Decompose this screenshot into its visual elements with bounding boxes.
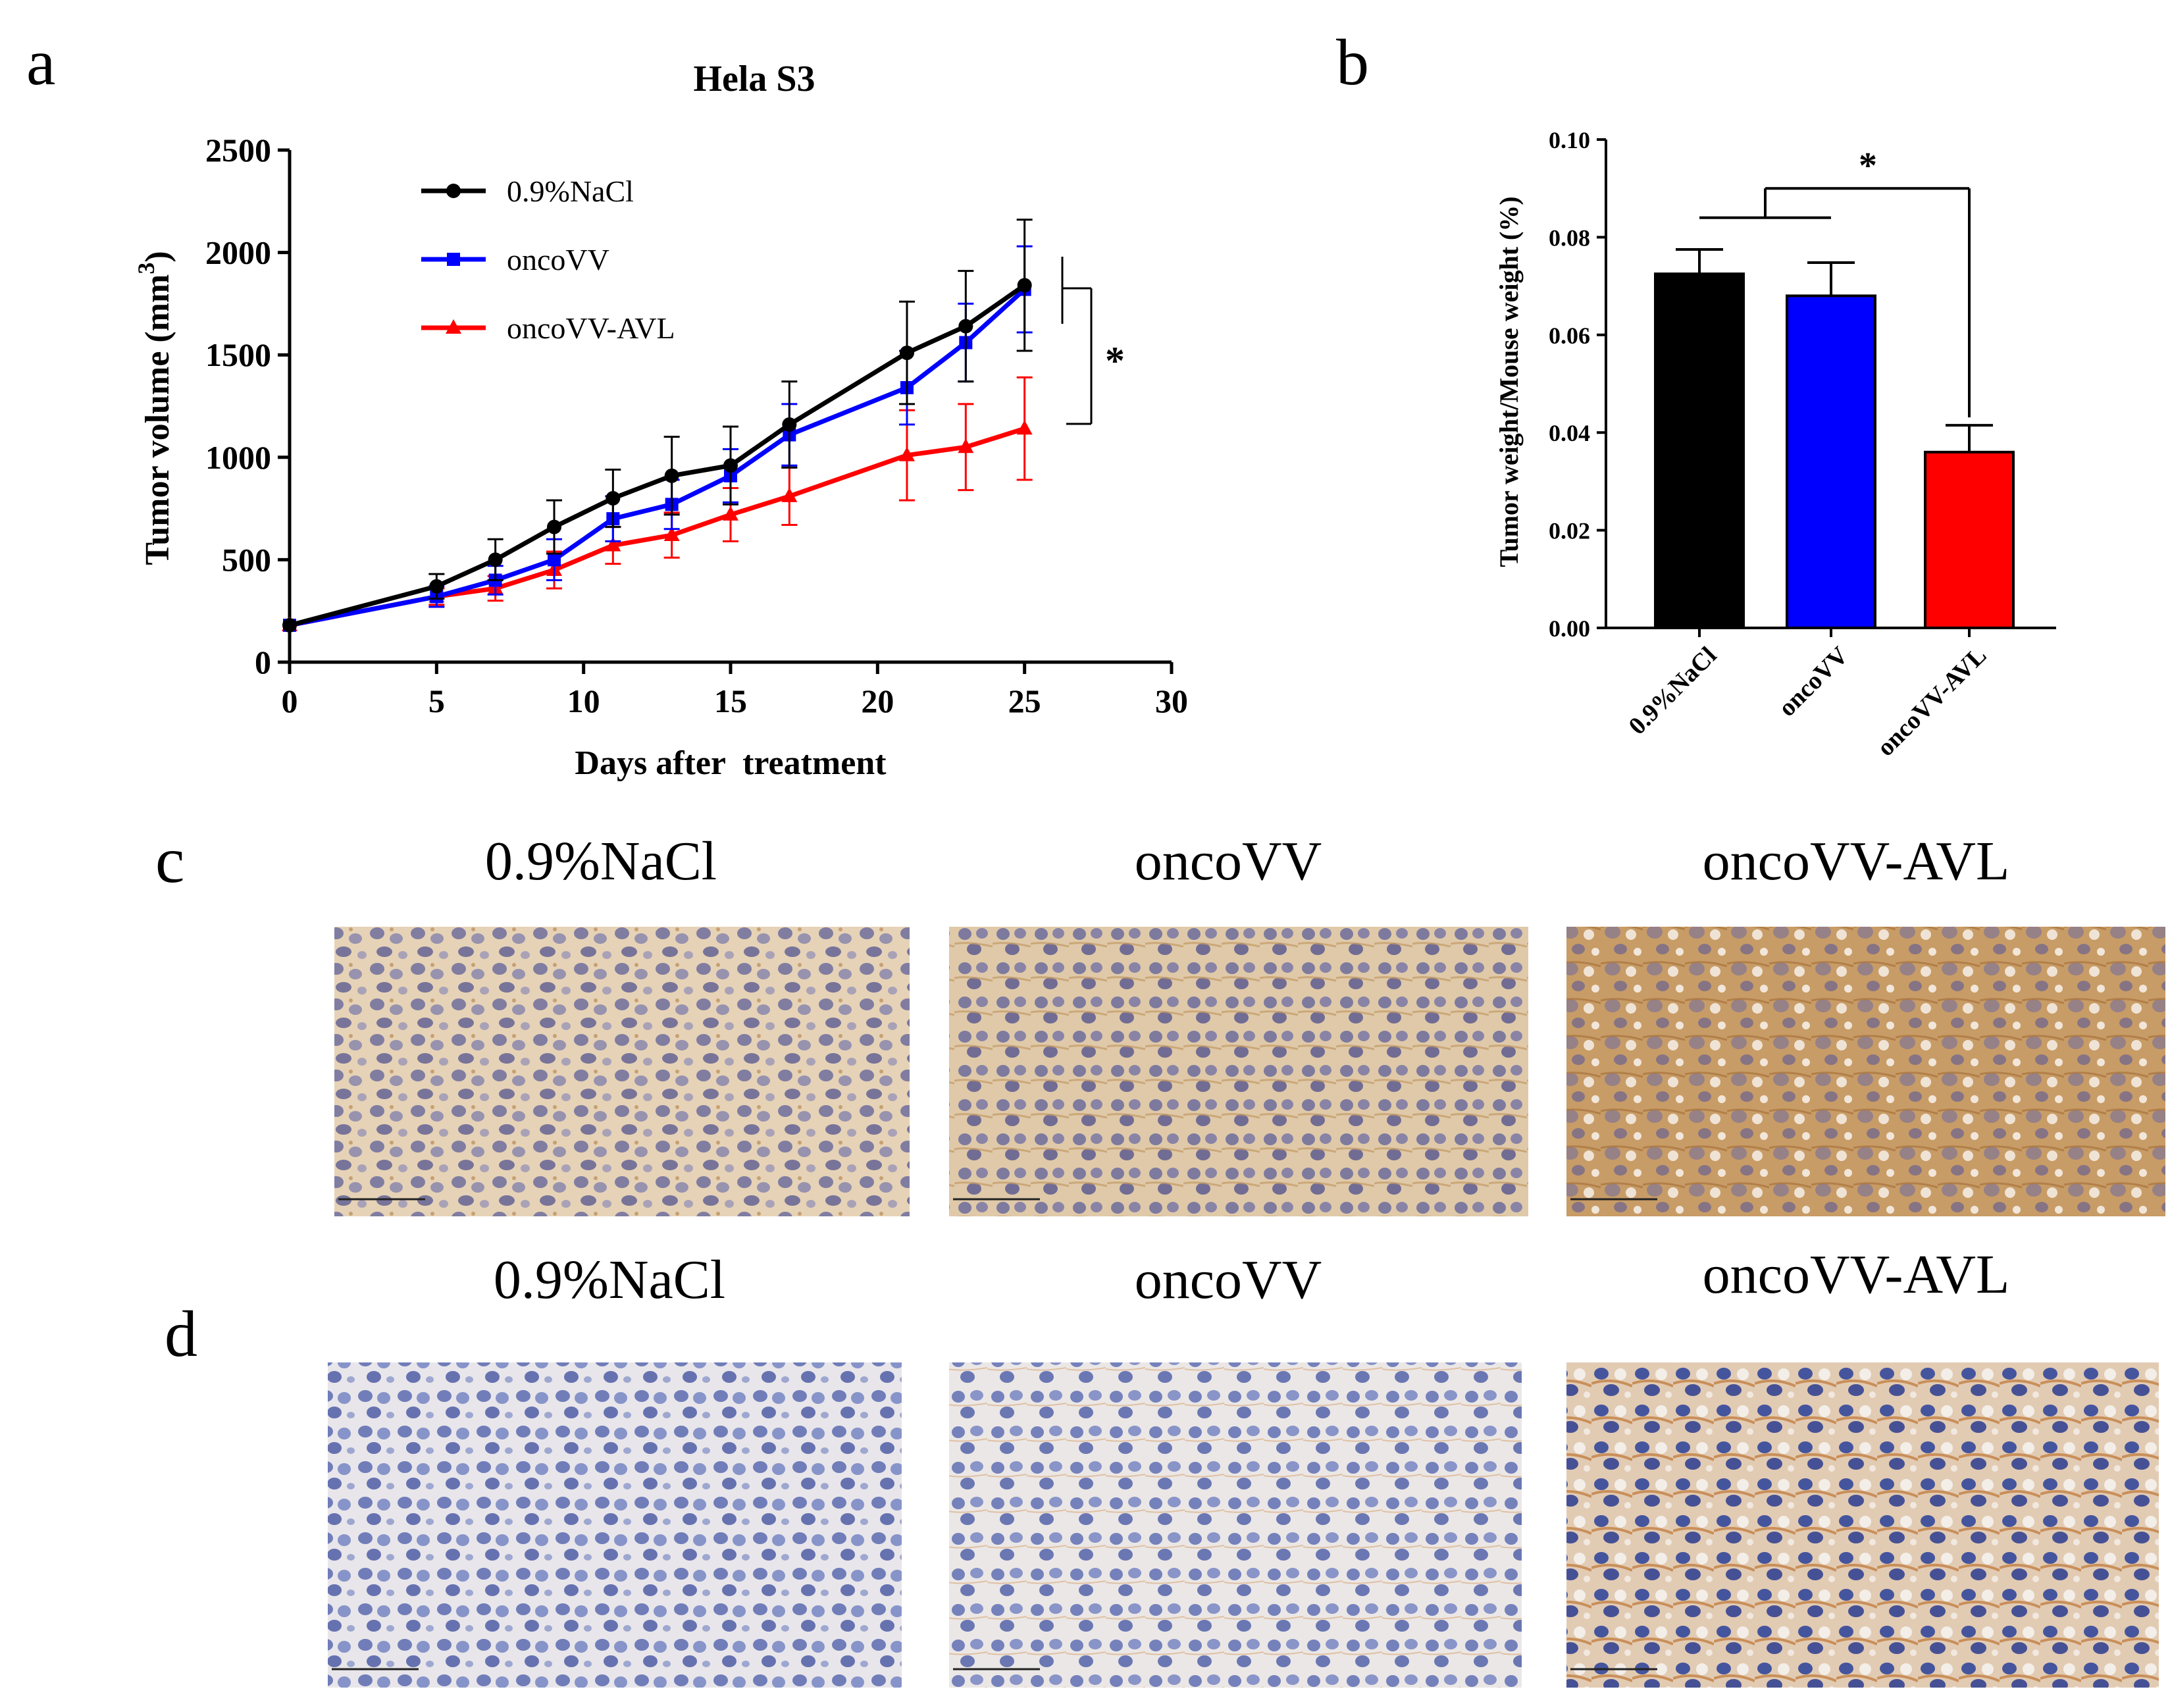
data-point (899, 446, 915, 461)
series-0-9-nacl (282, 219, 1033, 633)
chart-b-significance-bracket: * (1699, 145, 1971, 418)
panel-letter-a: a (26, 26, 55, 99)
chart-a-x-tick-label: 20 (861, 683, 894, 719)
tumor-weight-bar-chart: Tumor weight/Mouse weight (%) 0.00 0.02 0.… (1494, 127, 2056, 762)
data-point (1017, 278, 1032, 293)
data-point (282, 617, 297, 633)
data-point (664, 468, 679, 483)
legend-swatch-marker (447, 253, 460, 266)
micrograph-d-oncovv (949, 1362, 1522, 1688)
bar-oncovv-avl (1924, 450, 2015, 629)
chart-a-y-tick-label: 2000 (205, 234, 271, 271)
legend-swatch-marker (446, 319, 461, 334)
data-point (663, 527, 680, 542)
panel-letter-b: b (1336, 26, 1369, 99)
chart-a-y-tick-label: 1500 (205, 336, 271, 373)
chart-a-ylabel-close: ) (139, 251, 176, 262)
chart-a-title: Hela S3 (693, 59, 815, 99)
chart-a-y-tick-label: 0 (255, 644, 271, 681)
micrograph-c-title-3: oncoVV-AVL (1703, 831, 2010, 892)
chart-a-x-tick-label: 25 (1008, 683, 1041, 719)
chart-a-xlabel: Days after treatment (575, 744, 887, 782)
chart-a-y-tick-label: 500 (222, 541, 271, 578)
data-point (547, 519, 561, 534)
chart-a-y-tick-label: 1000 (205, 439, 271, 476)
bar-0-9-nacl (1654, 272, 1745, 629)
micrograph-c-title-1: 0.9%NaCl (485, 831, 717, 892)
legend-label: oncoVV (507, 243, 609, 276)
micrograph-c-nacl (334, 927, 910, 1216)
chart-b-y-tick-label: 0.08 (1549, 224, 1590, 251)
chart-a-ylabel: Tumor volume (mm3) (133, 251, 176, 565)
chart-b-x-tick-label: oncoVV (1773, 641, 1854, 722)
data-point (723, 458, 738, 473)
chart-a-x-tick-label: 30 (1155, 683, 1188, 719)
chart-a-legend: 0.9%NaCl oncoVV oncoVV-AVL (421, 174, 675, 345)
data-point (958, 438, 974, 453)
micrograph-d-title-2: oncoVV (1135, 1249, 1322, 1310)
legend-label: 0.9%NaCl (507, 174, 634, 208)
micrograph-d-title-3: oncoVV-AVL (1703, 1244, 2010, 1305)
data-point (548, 553, 561, 567)
micrograph-c-oncovv-avl (1566, 927, 2165, 1216)
data-point (782, 417, 797, 432)
micrograph-d-oncovv-avl (1566, 1362, 2159, 1688)
chart-b-y-tick-label: 0.00 (1549, 615, 1590, 642)
micrograph-d-nacl (328, 1362, 902, 1688)
chart-a-significance-bracket: * (1061, 257, 1125, 425)
chart-a-ylabel-sup: 3 (133, 263, 159, 274)
micrograph-c-title-2: oncoVV (1135, 831, 1322, 892)
micrograph-row-c: 0.9%NaCl oncoVV oncoVV-AVL (334, 831, 2165, 1216)
chart-b-y-tick-label: 0.04 (1549, 420, 1590, 446)
micrograph-row-d: 0.9%NaCl oncoVV oncoVV-AVL (328, 1244, 2159, 1688)
data-point (606, 491, 621, 506)
chart-a-x-tick-label: 15 (714, 683, 747, 719)
chart-b-ylabel: Tumor weight/Mouse weight (%) (1494, 196, 1524, 567)
panel-letter-c: c (155, 823, 184, 896)
panel-letter-d: d (165, 1297, 197, 1370)
chart-a-significance-star: * (1105, 339, 1125, 382)
data-point (723, 505, 738, 521)
data-point (781, 487, 798, 502)
bar-oncovv (1786, 294, 1876, 629)
chart-a-x-tick-label: 0 (282, 683, 298, 719)
chart-b-y-tick-label: 0.10 (1549, 127, 1590, 153)
data-point (429, 579, 444, 594)
chart-a-x-tick-label: 10 (567, 683, 600, 719)
data-point (605, 536, 621, 552)
chart-b-significance-star: * (1859, 145, 1877, 186)
data-point (900, 346, 914, 361)
chart-a-y-tick-label: 2500 (205, 132, 271, 168)
series-oncovv-avl (282, 376, 1033, 631)
chart-a-ylabel-text: Tumor volume (mm (139, 274, 176, 565)
data-point (1016, 420, 1033, 435)
chart-b-x-tick-label: oncoVV-AVL (1872, 642, 1992, 762)
micrograph-c-oncovv (949, 927, 1528, 1216)
chart-b-x-tick-label: 0.9%NaCl (1623, 642, 1722, 740)
chart-b-y-tick-label: 0.06 (1549, 323, 1590, 349)
legend-swatch-marker (446, 184, 461, 198)
legend-label: oncoVV-AVL (507, 311, 675, 345)
micrograph-d-title-1: 0.9%NaCl (494, 1249, 725, 1310)
tumor-volume-line-chart: Hela S3 Tumor volume (mm3) Days after tr… (133, 59, 1188, 782)
series-oncovv (283, 245, 1033, 632)
data-point (488, 552, 503, 567)
chart-b-y-tick-label: 0.02 (1549, 518, 1590, 544)
chart-a-x-tick-label: 5 (428, 683, 445, 719)
data-point (958, 319, 973, 334)
